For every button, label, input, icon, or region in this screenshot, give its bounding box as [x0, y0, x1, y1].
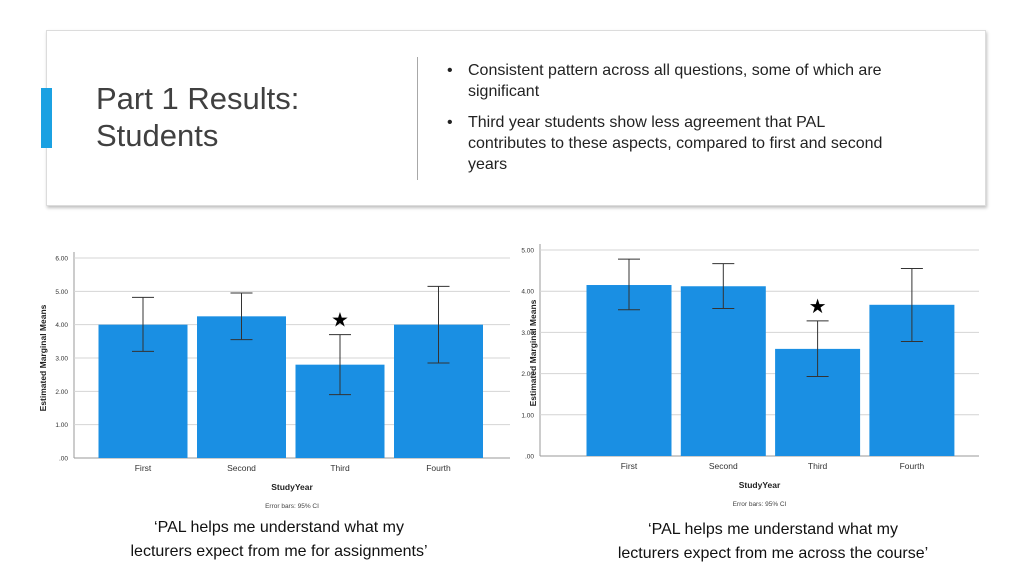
y-tick-label: 3.00	[55, 356, 68, 363]
x-tick-label: First	[621, 461, 638, 471]
bullet-text-line: contributes to these aspects, compared t…	[468, 135, 883, 152]
error-bars-note: Error bars: 95% CI	[733, 501, 787, 508]
header-divider	[417, 57, 418, 180]
y-tick-label: 6.00	[55, 256, 68, 263]
caption-assignments: ‘PAL helps me understand what my lecture…	[96, 516, 462, 564]
y-tick-label: 2.00	[521, 371, 534, 378]
x-tick-label: First	[135, 463, 152, 473]
y-tick-label: 1.00	[521, 412, 534, 419]
chart-assignments: .00 1.00 2.00 3.00 4.00 5.00 6.00 First Second Th…	[38, 252, 510, 510]
y-tick-label: 5.00	[55, 289, 68, 296]
caption-line: lecturers expect from me for assignments…	[130, 543, 428, 560]
y-tick-label: 4.00	[521, 289, 534, 296]
caption-line: ‘PAL helps me understand what my	[648, 521, 898, 538]
accent-bar	[41, 88, 52, 148]
y-tick-label: 2.00	[55, 389, 68, 396]
x-tick-label: Second	[709, 461, 738, 471]
bullet-text-line: Consistent pattern across all questions,…	[468, 62, 882, 79]
caption-line: lecturers expect from me across the cour…	[617, 545, 929, 562]
bullet-list: • Consistent pattern across all question…	[447, 60, 947, 185]
y-axis-title: Estimated Marginal Means	[528, 299, 538, 406]
header-card	[46, 30, 986, 206]
bullet-item: • Third year students show less agreemen…	[447, 112, 947, 175]
bullet-icon: •	[447, 114, 453, 131]
y-tick-label: 5.00	[521, 248, 534, 255]
y-tick-label: .00	[525, 454, 534, 461]
x-tick-label: Third	[330, 463, 350, 473]
slide-title: Part 1 Results: Students	[96, 80, 396, 154]
bullet-item: • Consistent pattern across all question…	[447, 60, 947, 102]
bar-second	[680, 286, 766, 456]
y-tick-label: 3.00	[521, 330, 534, 337]
slide-title-line-1: Part 1 Results:	[96, 81, 300, 116]
bullet-text-line: significant	[468, 83, 540, 100]
y-tick-label: 4.00	[55, 322, 68, 329]
bullet-text-line: Third year students show less agreement …	[468, 114, 826, 131]
y-tick-label: 1.00	[55, 422, 68, 429]
star-icon: ★	[331, 310, 349, 332]
x-tick-label: Third	[808, 461, 828, 471]
caption-line: ‘PAL helps me understand what my	[154, 519, 404, 536]
slide-title-line-2: Students	[96, 118, 219, 153]
y-tick-label: .00	[59, 456, 68, 463]
bullet-text-line: years	[468, 156, 508, 173]
x-axis-title: StudyYear	[739, 480, 781, 490]
x-axis-title: StudyYear	[271, 482, 313, 492]
caption-course: ‘PAL helps me understand what my lecture…	[590, 518, 956, 566]
star-icon: ★	[809, 296, 827, 318]
error-bars-note: Error bars: 95% CI	[265, 503, 319, 510]
bullet-icon: •	[447, 62, 453, 79]
x-tick-label: Fourth	[900, 461, 925, 471]
chart-course: .00 1.00 2.00 3.00 4.00 5.00 First Second Third ★…	[521, 244, 979, 508]
x-tick-label: Fourth	[426, 463, 451, 473]
y-axis-title: Estimated Marginal Means	[38, 304, 48, 411]
x-tick-label: Second	[227, 463, 256, 473]
bar-first	[586, 285, 672, 456]
